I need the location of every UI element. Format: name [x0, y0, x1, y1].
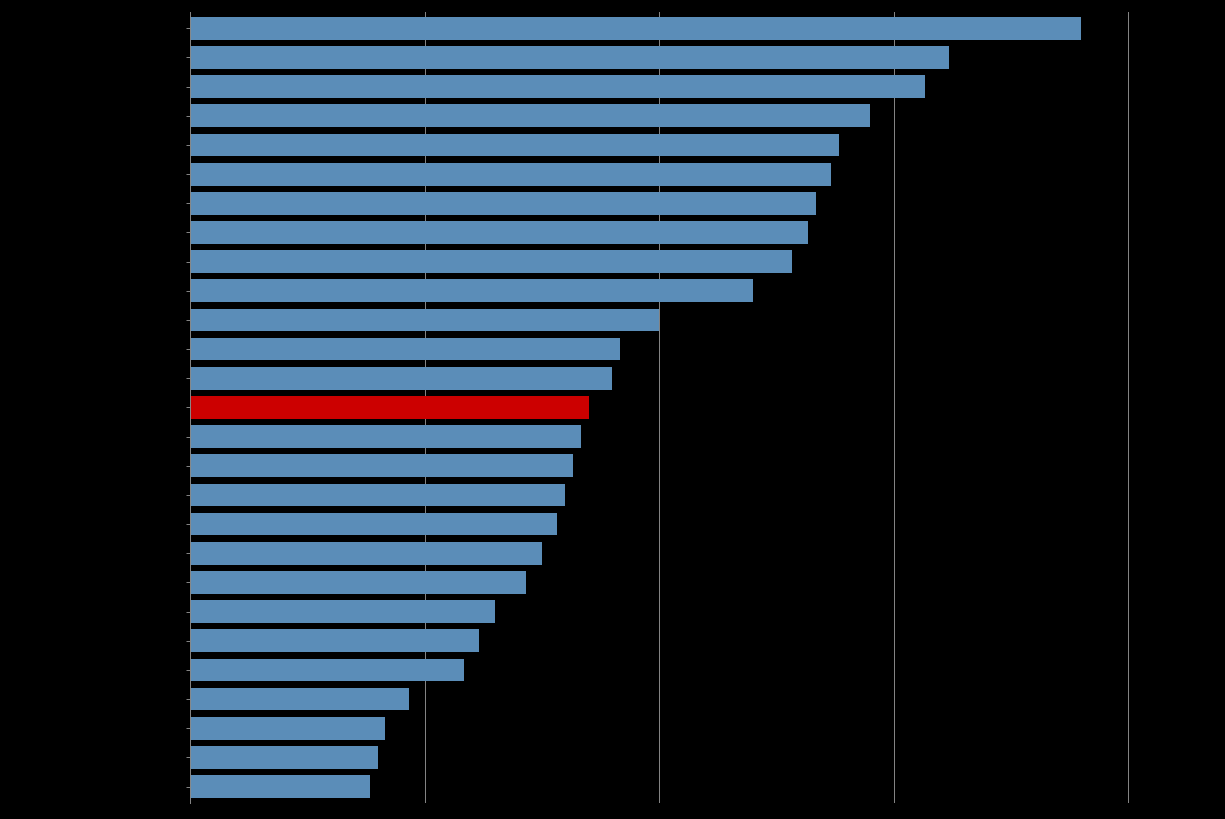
Bar [190, 367, 612, 390]
Bar [190, 425, 581, 448]
Bar [190, 542, 541, 564]
Bar [190, 658, 463, 681]
Bar [190, 746, 377, 769]
Bar [190, 105, 870, 127]
Bar [190, 251, 793, 273]
Bar [190, 455, 573, 477]
Bar [190, 396, 589, 419]
Bar [190, 629, 479, 652]
Bar [190, 163, 832, 186]
Bar [190, 279, 753, 302]
Bar [190, 776, 370, 798]
Bar [190, 513, 557, 536]
Bar [190, 717, 386, 740]
Bar [190, 309, 659, 332]
Bar [190, 571, 527, 594]
Bar [190, 337, 620, 360]
Bar [190, 192, 816, 215]
Bar [190, 17, 1082, 39]
Bar [190, 600, 495, 623]
Bar [190, 46, 948, 69]
Bar [190, 133, 839, 156]
Bar [190, 75, 925, 98]
Bar [190, 483, 565, 506]
Bar [190, 221, 807, 244]
Bar [190, 688, 409, 710]
